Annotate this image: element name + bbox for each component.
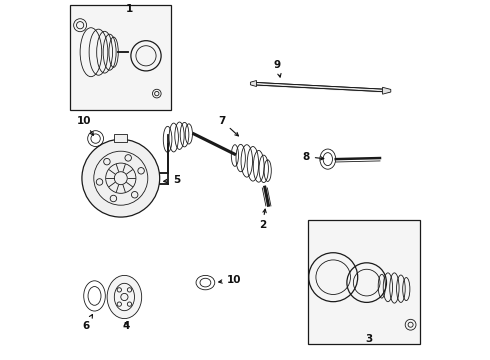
- Text: 10: 10: [76, 116, 94, 135]
- Text: 5: 5: [164, 175, 180, 185]
- Text: 1: 1: [126, 4, 133, 14]
- Polygon shape: [383, 87, 391, 94]
- Ellipse shape: [107, 275, 142, 319]
- FancyBboxPatch shape: [114, 134, 127, 142]
- Text: 3: 3: [366, 334, 373, 344]
- Circle shape: [82, 139, 160, 217]
- Text: 4: 4: [122, 321, 130, 331]
- Text: 10: 10: [219, 275, 242, 285]
- Polygon shape: [308, 220, 419, 344]
- Text: 7: 7: [218, 116, 239, 136]
- Polygon shape: [71, 5, 171, 110]
- Text: 8: 8: [303, 152, 324, 162]
- Polygon shape: [250, 81, 257, 86]
- Text: 6: 6: [82, 315, 93, 331]
- Text: 9: 9: [274, 60, 281, 77]
- Text: 2: 2: [259, 209, 266, 230]
